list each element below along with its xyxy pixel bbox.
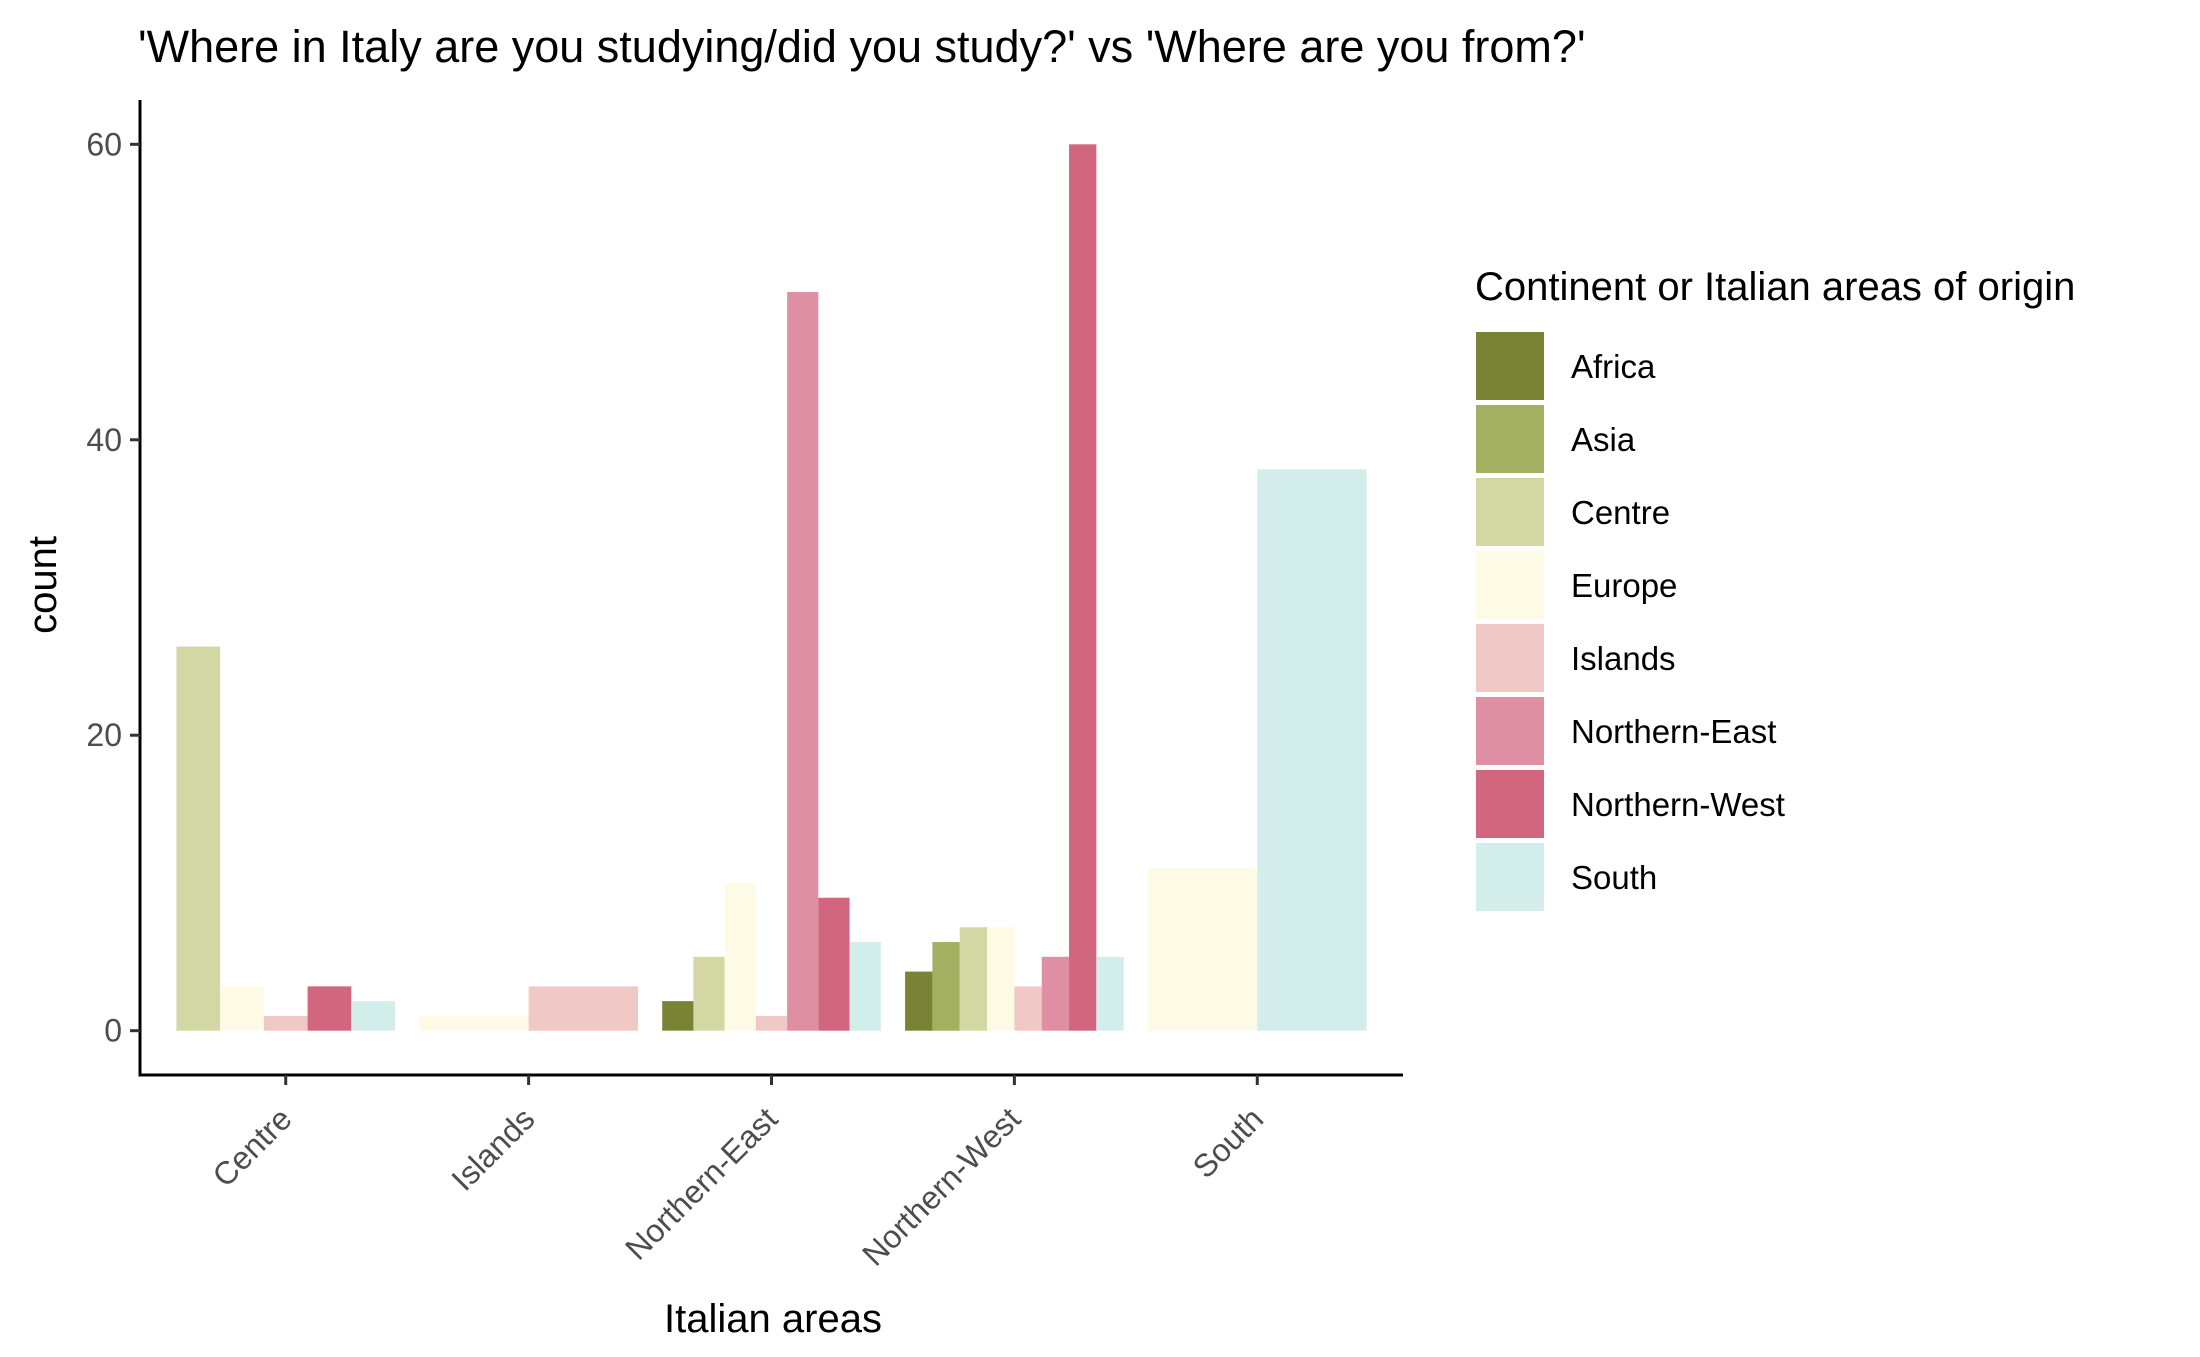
legend-key-centre bbox=[1476, 478, 1544, 546]
x-tick-label-islands: Islands bbox=[444, 1100, 541, 1197]
legend-label-centre: Centre bbox=[1571, 494, 1670, 531]
legend-label-europe: Europe bbox=[1571, 567, 1677, 604]
y-tick-label: 40 bbox=[86, 422, 122, 458]
bar-northern-east-islands bbox=[755, 1015, 788, 1031]
bar-northern-east-europe bbox=[724, 882, 756, 1031]
bar-south-south bbox=[1257, 469, 1367, 1031]
legend-key-northern-east bbox=[1476, 697, 1544, 765]
bar-northern-west-south bbox=[1096, 956, 1124, 1031]
legend-key-south bbox=[1476, 843, 1544, 911]
x-tick-label-centre: Centre bbox=[205, 1100, 298, 1193]
legend: Continent or Italian areas of origin Afr… bbox=[1475, 265, 2075, 911]
bar-northern-east-africa bbox=[662, 1001, 694, 1031]
bar-northern-west-northern-west bbox=[1069, 144, 1097, 1031]
legend-label-south: South bbox=[1571, 859, 1657, 896]
bar-northern-west-northern-east bbox=[1041, 956, 1070, 1031]
legend-key-islands bbox=[1476, 624, 1544, 692]
legend-label-asia: Asia bbox=[1571, 421, 1636, 458]
bar-northern-west-africa bbox=[905, 971, 933, 1031]
x-axis-title: Italian areas bbox=[664, 1297, 882, 1341]
legend-label-northern-east: Northern-East bbox=[1571, 713, 1776, 750]
legend-label-islands: Islands bbox=[1571, 640, 1676, 677]
bar-northern-west-asia bbox=[932, 942, 960, 1031]
legend-label-northern-west: Northern-West bbox=[1571, 786, 1785, 823]
y-tick-label: 0 bbox=[104, 1013, 122, 1049]
legend-key-africa bbox=[1476, 332, 1544, 400]
legend-title: Continent or Italian areas of origin bbox=[1475, 265, 2075, 309]
bar-centre-islands bbox=[263, 1015, 308, 1031]
legend-key-northern-west bbox=[1476, 770, 1544, 838]
y-axis-title: count bbox=[21, 536, 65, 634]
x-tick-label-northern-east: Northern-East bbox=[618, 1100, 784, 1266]
bar-northern-east-centre bbox=[693, 956, 725, 1031]
bar-northern-east-south bbox=[849, 942, 881, 1031]
bar-centre-centre bbox=[176, 646, 221, 1031]
chart-title: 'Where in Italy are you studying/did you… bbox=[138, 21, 1586, 72]
x-tick-label-northern-west: Northern-West bbox=[855, 1100, 1027, 1272]
bar-northern-west-europe bbox=[987, 927, 1015, 1031]
legend-key-asia bbox=[1476, 405, 1544, 473]
legend-key-europe bbox=[1476, 551, 1544, 619]
bar-centre-europe bbox=[220, 986, 264, 1031]
bars-layer bbox=[176, 144, 1367, 1031]
legend-label-africa: Africa bbox=[1571, 348, 1656, 385]
bar-centre-south bbox=[351, 1001, 396, 1031]
x-tick-label-south: South bbox=[1186, 1100, 1271, 1185]
bar-northern-east-northern-west bbox=[818, 897, 850, 1031]
bar-northern-east-northern-east bbox=[787, 292, 819, 1031]
bar-northern-west-centre bbox=[959, 927, 988, 1031]
bar-centre-northern-west bbox=[307, 986, 352, 1031]
x-tick-labels: Centre Islands Northern-East Northern-West S… bbox=[205, 1100, 1270, 1272]
y-tick-label: 20 bbox=[86, 717, 122, 753]
y-tick-label: 60 bbox=[86, 126, 122, 162]
axes-layer bbox=[130, 100, 1403, 1085]
bar-south-europe bbox=[1147, 868, 1258, 1031]
bar-islands-europe bbox=[419, 1015, 529, 1031]
bar-northern-west-islands bbox=[1014, 986, 1042, 1031]
bar-islands-islands bbox=[528, 986, 638, 1031]
y-tick-labels: 0 20 40 60 bbox=[86, 126, 122, 1048]
